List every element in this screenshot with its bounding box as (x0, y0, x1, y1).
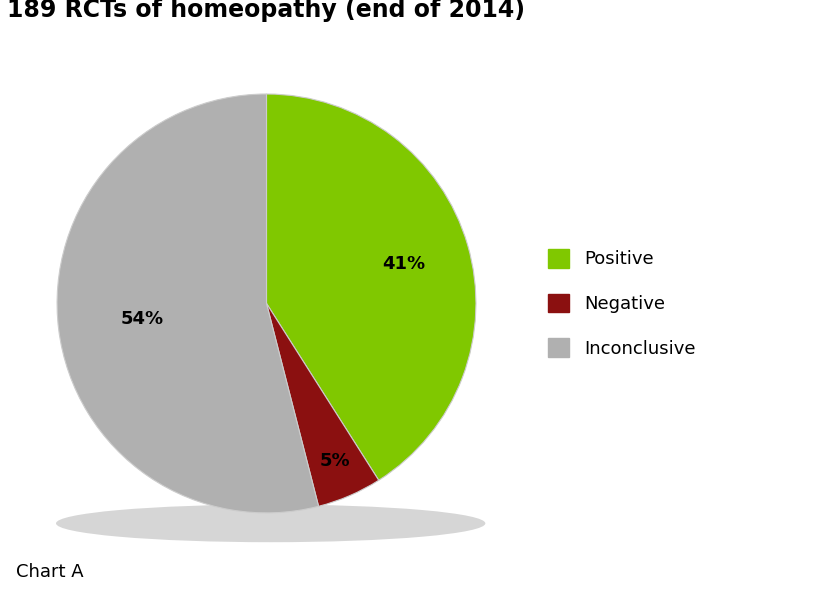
Text: 41%: 41% (381, 255, 424, 273)
Wedge shape (266, 94, 475, 480)
Ellipse shape (56, 505, 485, 542)
Wedge shape (266, 303, 378, 506)
Title: 189 RCTs of homeopathy (end of 2014): 189 RCTs of homeopathy (end of 2014) (7, 0, 525, 21)
Wedge shape (57, 94, 319, 513)
Text: 5%: 5% (319, 452, 350, 470)
Text: Chart A: Chart A (16, 563, 84, 581)
Legend: Positive, Negative, Inconclusive: Positive, Negative, Inconclusive (547, 249, 695, 358)
Text: 54%: 54% (120, 310, 163, 328)
